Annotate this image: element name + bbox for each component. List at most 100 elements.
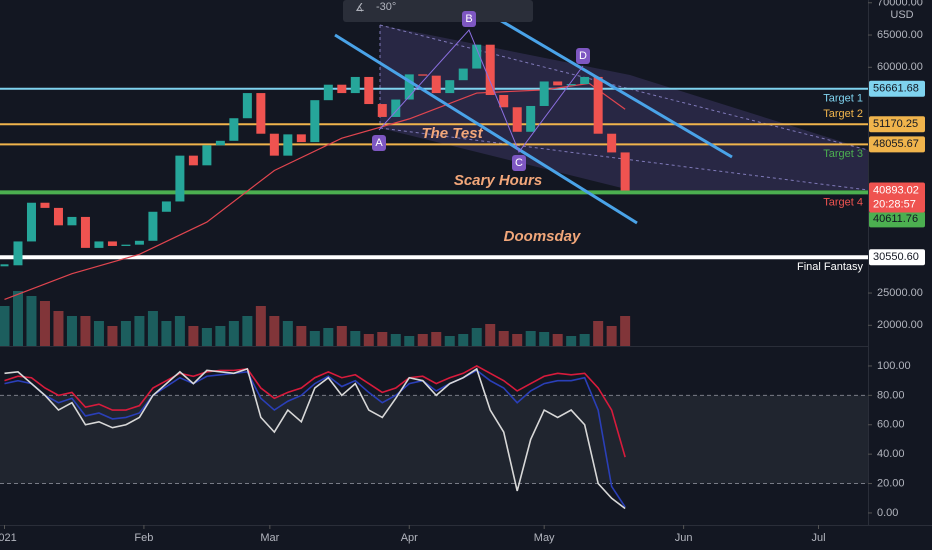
- level-price-box: [869, 249, 925, 266]
- y2-tick-label: 100.00: [877, 360, 911, 372]
- candle: [269, 133, 279, 156]
- candle: [350, 76, 360, 94]
- level-price: 40611.76: [873, 213, 918, 225]
- candle: [431, 75, 441, 94]
- volume-bar: [161, 321, 172, 346]
- volume-bar: [215, 326, 226, 346]
- volume-bar: [26, 296, 37, 346]
- candle: [40, 202, 50, 208]
- candle: [553, 81, 563, 86]
- volume-bar: [606, 326, 617, 346]
- y-tick-label: 65000.00: [877, 29, 923, 41]
- candle: [620, 152, 630, 191]
- volume-bar: [120, 321, 131, 346]
- candle: [229, 118, 239, 141]
- volume-bar: [174, 316, 185, 346]
- level-name: Final Fantasy: [797, 261, 864, 273]
- volume-bar: [201, 328, 212, 346]
- level-price-box: [869, 80, 925, 97]
- volume-bar: [404, 336, 415, 346]
- candle: [364, 76, 374, 105]
- rsi-line: [4, 365, 626, 458]
- point-label: C: [515, 157, 523, 169]
- x-tick-label: Jul: [811, 532, 825, 544]
- channel-edge: [379, 127, 869, 191]
- candle: [377, 104, 387, 117]
- candle: [80, 216, 90, 248]
- rsi-line: [4, 369, 626, 508]
- moving-average: [4, 82, 626, 301]
- volume-bar: [147, 311, 158, 346]
- x-tick-label: Feb: [134, 532, 153, 544]
- candle: [94, 241, 104, 248]
- candle: [148, 211, 158, 241]
- angle-label: -30°: [376, 1, 396, 13]
- trend-line: [334, 33, 638, 225]
- y-tick-label: 20000.00: [877, 319, 923, 331]
- level-price: 56661.68: [873, 83, 919, 95]
- candle: [445, 80, 455, 94]
- volume-bar: [282, 321, 293, 346]
- candle: [512, 107, 522, 132]
- annotation: Scary Hours: [454, 172, 542, 189]
- volume-bar: [0, 306, 10, 346]
- volume-bar: [309, 331, 320, 346]
- y2-tick-label: 20.00: [877, 477, 905, 489]
- candle: [215, 140, 225, 146]
- candle: [593, 76, 603, 134]
- axis-divider: [868, 0, 869, 525]
- annotation: Doomsday: [504, 228, 581, 245]
- volume-bar: [39, 301, 50, 346]
- volume-bar: [620, 316, 631, 346]
- candle: [337, 84, 347, 94]
- volume-bar: [552, 334, 563, 346]
- volume-bar: [134, 316, 145, 346]
- candle: [458, 68, 468, 81]
- volume-bar: [53, 311, 64, 346]
- candle: [202, 145, 212, 166]
- pane-divider: [0, 346, 868, 347]
- currency: USD: [890, 9, 913, 21]
- volume-bar: [255, 306, 266, 346]
- trend-line: [475, 4, 733, 159]
- y-tick-label: 60000.00: [877, 61, 923, 73]
- volume-bar: [12, 291, 23, 346]
- level-name: Target 1: [823, 93, 863, 105]
- angle-icon: ∡: [355, 2, 365, 14]
- level-name: Target 2: [823, 108, 863, 120]
- candle: [418, 74, 428, 76]
- candle: [161, 201, 171, 212]
- drawing-toolbar[interactable]: [343, 0, 533, 22]
- level-price: 51170.25: [873, 118, 918, 130]
- point-label: D: [579, 50, 587, 62]
- volume-bar: [188, 326, 199, 346]
- volume-bar: [566, 336, 577, 346]
- volume-bar: [350, 331, 361, 346]
- volume-bar: [512, 334, 523, 346]
- volume-bar: [336, 326, 347, 346]
- volume-bar: [444, 336, 455, 346]
- volume-bar: [498, 331, 509, 346]
- candle: [53, 207, 63, 226]
- candle: [499, 95, 509, 108]
- candle: [256, 93, 266, 134]
- candle: [134, 240, 144, 245]
- level-name: Target 3: [823, 148, 863, 160]
- level-name: Target 4: [823, 196, 863, 208]
- candle: [188, 155, 198, 166]
- candle: [391, 99, 401, 117]
- current-price: 40893.02: [873, 184, 919, 196]
- candle: [175, 155, 185, 202]
- volume-bar: [417, 334, 428, 346]
- candle: [539, 81, 549, 106]
- candle: [310, 100, 320, 143]
- x-tick-label: May: [534, 532, 555, 544]
- x-tick-label: Jun: [675, 532, 693, 544]
- candle: [107, 241, 117, 246]
- y-tick-label: 25000.00: [877, 287, 923, 299]
- point-badge: [462, 11, 476, 27]
- volume-bar: [80, 316, 91, 346]
- volume-bar: [228, 321, 239, 346]
- volume-bar: [390, 334, 401, 346]
